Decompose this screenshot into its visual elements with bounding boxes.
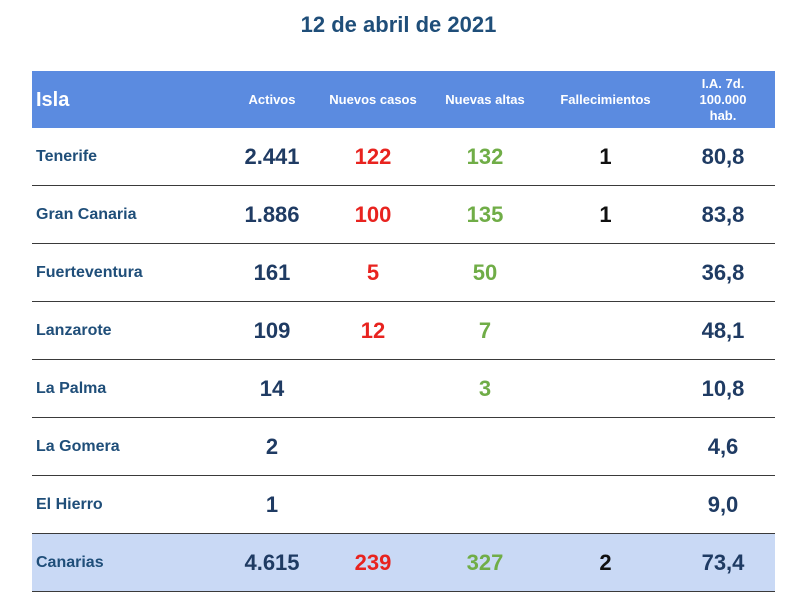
table-row: La Palma 14 3 10,8 (32, 360, 775, 418)
cell-isla: Gran Canaria (36, 205, 137, 223)
cell-ia: 83,8 (701, 201, 745, 227)
cell-nuevas-altas: 132 (466, 143, 504, 169)
covid-table: Isla Activos Nuevos casos Nuevas altas F… (32, 71, 775, 592)
table-row: El Hierro 1 9,0 (32, 476, 775, 534)
header-ia: I.A. 7d. 100.000 hab. (671, 71, 775, 128)
cell-fallecimientos: 1 (599, 143, 612, 169)
cell-activos: 161 (253, 259, 291, 285)
cell-ia: 9,0 (707, 491, 739, 517)
table-row: Fuerteventura 161 5 50 36,8 (32, 244, 775, 302)
cell-nuevas-altas: 135 (466, 201, 504, 227)
cell-nuevos-casos: 122 (354, 143, 392, 169)
cell-nuevos-casos: 12 (360, 317, 386, 343)
table-header: Isla Activos Nuevos casos Nuevas altas F… (32, 71, 775, 128)
cell-ia: 36,8 (701, 259, 745, 285)
cell-nuevos-casos: 100 (354, 201, 392, 227)
cell-activos: 1.886 (244, 201, 300, 227)
cell-isla: Tenerife (36, 147, 98, 165)
cell-fallecimientos (540, 418, 671, 475)
cell-ia: 10,8 (701, 375, 745, 401)
header-fallecimientos: Fallecimientos (560, 91, 651, 107)
cell-isla: El Hierro (36, 495, 103, 513)
cell-activos: 2 (265, 433, 279, 459)
table-row: Gran Canaria 1.886 100 135 1 83,8 (32, 186, 775, 244)
cell-ia: 73,4 (701, 549, 745, 575)
table-row-total: Canarias 4.615 239 327 2 73,4 (32, 534, 775, 592)
cell-nuevas-altas (430, 418, 540, 475)
cell-nuevos-casos: 239 (354, 549, 392, 575)
cell-activos: 2.441 (244, 143, 300, 169)
header-ia-line1: I.A. 7d. (701, 75, 745, 91)
header-ia-line2: 100.000 (699, 91, 747, 107)
cell-nuevas-altas: 3 (478, 375, 492, 401)
cell-nuevas-altas: 7 (478, 317, 492, 343)
header-activos: Activos (248, 91, 296, 107)
cell-nuevas-altas (430, 476, 540, 533)
cell-activos: 1 (265, 491, 279, 517)
cell-nuevas-altas: 50 (472, 259, 498, 285)
cell-fallecimientos (540, 476, 671, 533)
cell-nuevos-casos: 5 (366, 259, 380, 285)
cell-activos: 14 (259, 375, 285, 401)
table-row: La Gomera 2 4,6 (32, 418, 775, 476)
cell-fallecimientos (540, 302, 671, 359)
cell-ia: 48,1 (701, 317, 745, 343)
header-isla: Isla (36, 88, 70, 111)
cell-nuevas-altas: 327 (466, 549, 504, 575)
header-ia-line3: hab. (709, 107, 737, 123)
cell-fallecimientos: 2 (599, 549, 612, 575)
cell-nuevos-casos (316, 476, 430, 533)
header-nuevas-altas: Nuevas altas (445, 91, 525, 107)
cell-nuevos-casos (316, 418, 430, 475)
table-row: Lanzarote 109 12 7 48,1 (32, 302, 775, 360)
cell-fallecimientos (540, 244, 671, 301)
cell-isla: La Palma (36, 379, 107, 397)
table-row: Tenerife 2.441 122 132 1 80,8 (32, 128, 775, 186)
cell-isla: Lanzarote (36, 321, 112, 339)
cell-isla: Fuerteventura (36, 263, 143, 281)
header-nuevos-casos: Nuevos casos (329, 91, 417, 107)
page-title: 12 de abril de 2021 (300, 12, 497, 37)
cell-nuevos-casos (316, 360, 430, 417)
cell-fallecimientos: 1 (599, 201, 612, 227)
cell-activos: 4.615 (244, 549, 300, 575)
cell-fallecimientos (540, 360, 671, 417)
cell-ia: 4,6 (707, 433, 739, 459)
cell-activos: 109 (253, 317, 291, 343)
cell-isla: La Gomera (36, 437, 120, 455)
cell-isla: Canarias (36, 553, 104, 571)
cell-ia: 80,8 (701, 143, 745, 169)
